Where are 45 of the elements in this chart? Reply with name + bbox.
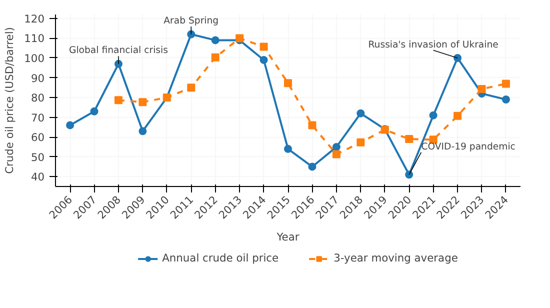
point xyxy=(211,36,220,44)
y-tick-label: 120 xyxy=(24,12,45,26)
point xyxy=(260,42,268,51)
legend-label: Annual crude oil price xyxy=(162,252,279,264)
point xyxy=(114,60,122,68)
x-axis-title: Year xyxy=(276,230,300,244)
point xyxy=(187,30,196,38)
point xyxy=(308,162,316,171)
annotation: Global financial crisis xyxy=(68,45,168,56)
annotation: Arab Spring xyxy=(164,16,219,27)
annotation: Russia's invasion of Ukraine xyxy=(368,39,499,50)
point xyxy=(429,111,438,120)
point xyxy=(114,96,122,104)
legend-label: 3-year moving average xyxy=(334,252,458,264)
point xyxy=(260,56,268,64)
y-tick-label: 60 xyxy=(30,131,45,144)
point xyxy=(405,170,414,179)
point xyxy=(138,98,147,106)
point xyxy=(66,121,74,130)
point xyxy=(332,150,340,158)
point xyxy=(356,109,365,118)
point xyxy=(478,85,486,94)
y-tick-label: 100 xyxy=(24,52,45,65)
point xyxy=(454,112,462,120)
y-tick-label: 50 xyxy=(30,150,45,164)
y-tick-label: 110 xyxy=(24,32,45,46)
y-tick-label: 80 xyxy=(30,92,45,105)
point xyxy=(308,121,316,130)
point xyxy=(284,144,292,153)
point xyxy=(454,54,462,62)
point xyxy=(211,53,220,62)
point xyxy=(356,138,365,146)
annotation: COVID-19 pandemic xyxy=(421,141,516,152)
point xyxy=(90,107,98,116)
point xyxy=(332,142,340,151)
point xyxy=(405,135,414,144)
point xyxy=(502,80,510,88)
point xyxy=(284,79,292,88)
point xyxy=(502,96,510,104)
y-tick-label: 40 xyxy=(30,170,45,184)
y-tick-label: 70 xyxy=(30,111,45,124)
y-tick-label: 90 xyxy=(30,72,45,85)
point xyxy=(138,127,147,136)
y-axis-title: Crude oil price (USD/barrel) xyxy=(3,27,16,174)
point xyxy=(187,84,196,92)
